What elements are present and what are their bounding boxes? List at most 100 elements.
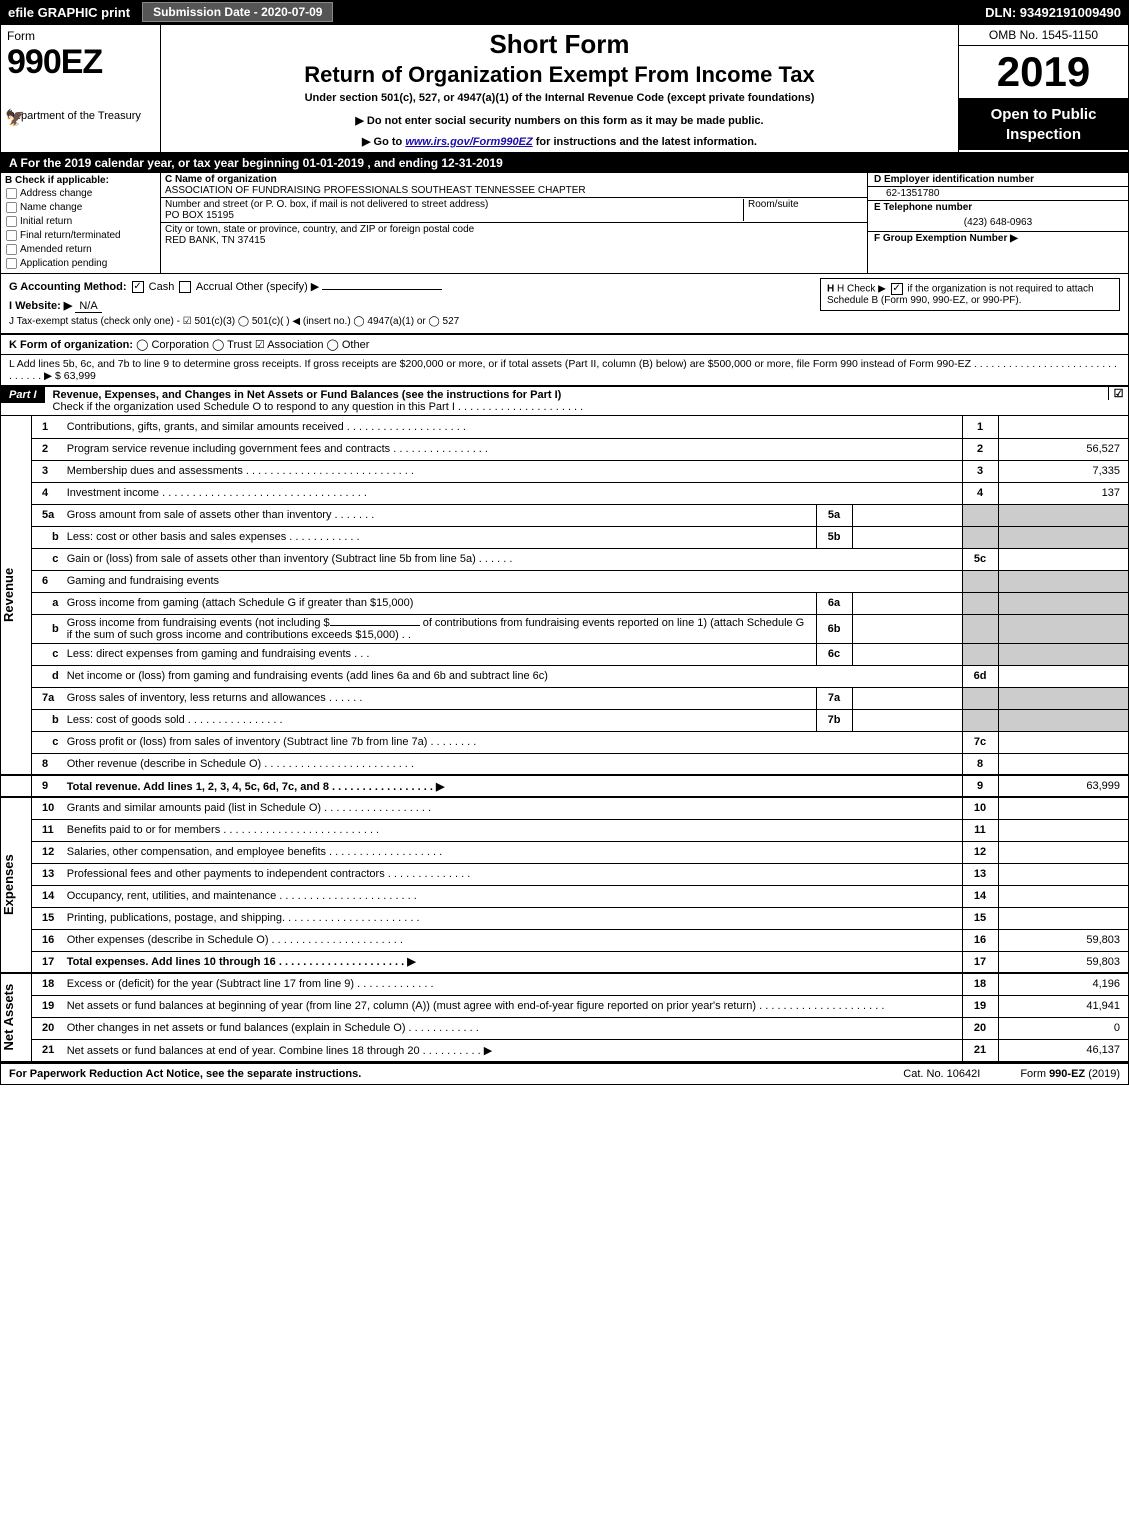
line-value: 59,803	[998, 951, 1128, 973]
k-line: K Form of organization: ◯ Corporation ◯ …	[1, 334, 1128, 355]
line-value: 56,527	[998, 438, 1128, 460]
line-desc: Other changes in net assets or fund bala…	[63, 1017, 962, 1039]
ein-value: 62-1351780	[868, 187, 1128, 201]
c-name-value: ASSOCIATION OF FUNDRAISING PROFESSIONALS…	[165, 185, 863, 196]
line-num: 13	[32, 863, 63, 885]
h-checkbox[interactable]	[891, 283, 903, 295]
line-num: 6	[32, 570, 63, 592]
line-ref: 16	[962, 929, 998, 951]
blank-side	[1, 775, 32, 797]
checkbox-address-change[interactable]	[6, 188, 17, 199]
line-ref: 12	[962, 841, 998, 863]
return-title: Return of Organization Exempt From Incom…	[169, 62, 950, 88]
part1-header: Part I Revenue, Expenses, and Changes in…	[1, 387, 1128, 416]
line-desc: Gross sales of inventory, less returns a…	[63, 687, 816, 709]
shaded-cell	[962, 504, 998, 526]
under-section: Under section 501(c), 527, or 4947(a)(1)…	[169, 92, 950, 104]
chk-pending: Application pending	[5, 257, 156, 270]
box-b: B Check if applicable: Address change Na…	[1, 173, 161, 273]
line-mid-value	[852, 592, 962, 614]
line-value: 137	[998, 482, 1128, 504]
line-mid-ref: 6c	[816, 643, 852, 665]
header-middle: Short Form Return of Organization Exempt…	[161, 25, 958, 152]
checkbox-name-change[interactable]	[6, 202, 17, 213]
tax-year: 2019	[959, 46, 1128, 99]
line-value	[998, 753, 1128, 775]
checkbox-final-return[interactable]	[6, 230, 17, 241]
line-value	[998, 819, 1128, 841]
g-other-input[interactable]	[322, 278, 442, 290]
line-value	[998, 548, 1128, 570]
shaded-cell	[962, 687, 998, 709]
line-num: 16	[32, 929, 63, 951]
line-num: d	[32, 665, 63, 687]
line-ref: 13	[962, 863, 998, 885]
line-desc: Program service revenue including govern…	[63, 438, 962, 460]
line-num: 20	[32, 1017, 63, 1039]
line-num: c	[32, 643, 63, 665]
goto-line: ▶ Go to www.irs.gov/Form990EZ for instru…	[169, 135, 950, 148]
line-value: 4,196	[998, 973, 1128, 995]
line-ref: 20	[962, 1017, 998, 1039]
j-line: J Tax-exempt status (check only one) - ☑…	[9, 316, 1120, 327]
line-ref: 2	[962, 438, 998, 460]
expenses-side-label: Expenses	[1, 797, 32, 973]
line-value: 63,999	[998, 775, 1128, 797]
line-desc: Other revenue (describe in Schedule O) .…	[63, 753, 962, 775]
line-value: 46,137	[998, 1039, 1128, 1061]
line-ref: 21	[962, 1039, 998, 1061]
line-desc: Printing, publications, postage, and shi…	[63, 907, 962, 929]
line-desc: Total revenue. Add lines 1, 2, 3, 4, 5c,…	[63, 775, 962, 797]
part1-title: Revenue, Expenses, and Changes in Net As…	[53, 389, 562, 401]
omb-number: OMB No. 1545-1150	[959, 25, 1128, 46]
shaded-cell	[998, 526, 1128, 548]
line-num: 1	[32, 416, 63, 438]
checkbox-amended[interactable]	[6, 244, 17, 255]
line-value	[998, 731, 1128, 753]
line-desc: Gross income from fundraising events (no…	[63, 614, 816, 643]
d-label: D Employer identification number	[868, 173, 1128, 187]
line-num: 21	[32, 1039, 63, 1061]
line-desc: Gross profit or (loss) from sales of inv…	[63, 731, 962, 753]
line-desc: Total expenses. Add lines 10 through 16 …	[63, 951, 962, 973]
line-num: 17	[32, 951, 63, 973]
line-num: b	[32, 709, 63, 731]
line-value	[998, 863, 1128, 885]
efile-label: efile GRAPHIC print	[0, 5, 138, 20]
line-num: 9	[32, 775, 63, 797]
line-ref: 18	[962, 973, 998, 995]
goto-pre: ▶ Go to	[362, 136, 405, 148]
irs-link[interactable]: www.irs.gov/Form990EZ	[405, 136, 532, 148]
checkbox-pending[interactable]	[6, 258, 17, 269]
part1-checkbox[interactable]: ☑	[1108, 387, 1128, 400]
telephone-value: (423) 648-0963	[868, 214, 1128, 232]
line-value: 0	[998, 1017, 1128, 1039]
c-name-label: C Name of organization	[165, 174, 863, 185]
line-value	[998, 885, 1128, 907]
line-desc: Gain or (loss) from sale of assets other…	[63, 548, 962, 570]
line-ref: 11	[962, 819, 998, 841]
line-ref: 7c	[962, 731, 998, 753]
line-value	[998, 416, 1128, 438]
chk-initial-return: Initial return	[5, 215, 156, 228]
footer-cat: Cat. No. 10642I	[863, 1068, 1020, 1080]
6b-amount-input[interactable]	[330, 625, 420, 626]
submission-date-button[interactable]: Submission Date - 2020-07-09	[142, 2, 333, 22]
shaded-cell	[998, 504, 1128, 526]
g-accrual-checkbox[interactable]	[179, 281, 191, 293]
line-num: a	[32, 592, 63, 614]
line-desc: Gaming and fundraising events	[63, 570, 962, 592]
line-ref: 15	[962, 907, 998, 929]
c-room-label: Room/suite	[743, 199, 863, 221]
chk-final-return: Final return/terminated	[5, 229, 156, 242]
g-cash-checkbox[interactable]	[132, 281, 144, 293]
shaded-cell	[998, 570, 1128, 592]
short-form-title: Short Form	[169, 29, 950, 60]
shaded-cell	[998, 592, 1128, 614]
line-value: 59,803	[998, 929, 1128, 951]
line-num: 12	[32, 841, 63, 863]
checkbox-initial-return[interactable]	[6, 216, 17, 227]
line-ref: 3	[962, 460, 998, 482]
box-c: C Name of organization ASSOCIATION OF FU…	[161, 173, 868, 273]
line-num: 10	[32, 797, 63, 819]
